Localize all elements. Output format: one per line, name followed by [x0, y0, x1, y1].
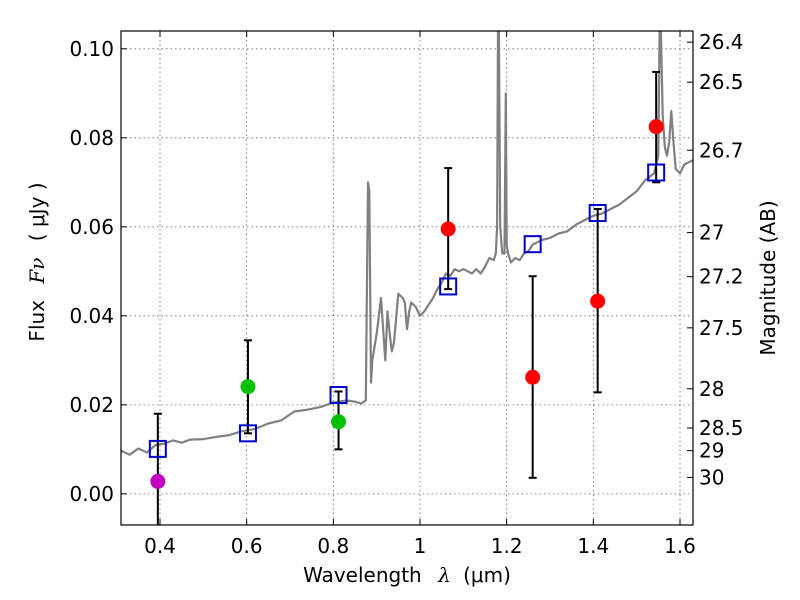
- y2-tick-label-4: 27.2: [699, 265, 744, 289]
- y-tick-label-2: 0.04: [69, 304, 114, 328]
- y2-tick-label-6: 28: [699, 377, 724, 401]
- plot-area: [121, 31, 693, 525]
- x-tick-label-3: 1: [414, 534, 427, 558]
- y2-axis-label: Magnitude (AB): [756, 200, 780, 355]
- y2-tick-label-1: 26.5: [699, 70, 744, 94]
- x-axis-label-unit: (μm): [463, 563, 511, 587]
- y2-tick-label-0: 26.4: [699, 30, 744, 54]
- x-tick-label-2: 0.8: [317, 534, 349, 558]
- y-axis-label-unit: ( μJy ): [25, 182, 49, 241]
- y2-tick-label-2: 26.7: [699, 138, 744, 162]
- x-tick-label-0: 0.4: [144, 534, 176, 558]
- y-axis-label-text: Flux: [25, 300, 49, 342]
- x-tick-label-6: 1.6: [664, 534, 696, 558]
- x-tick-label-5: 1.4: [577, 534, 609, 558]
- data-layer: [121, 31, 693, 525]
- model-band-square-5: [588, 204, 607, 223]
- y-tick-label-3: 0.06: [69, 215, 114, 239]
- x-axis-label: Wavelength λ (μm): [303, 563, 511, 587]
- observed-point-3: [440, 221, 456, 237]
- x-tick-label-1: 0.6: [231, 534, 263, 558]
- model-band-square-2: [329, 386, 348, 405]
- y2-tick-label-3: 27: [699, 221, 724, 245]
- observed-point-0: [150, 473, 166, 489]
- y2-tick-label-9: 30: [699, 465, 724, 489]
- grid: [121, 31, 693, 525]
- observed-point-5: [590, 293, 606, 309]
- y2-tick-label-7: 28.5: [699, 416, 744, 440]
- model-band-square-3: [439, 277, 458, 296]
- y2-tick-label-8: 29: [699, 439, 724, 463]
- y2-tick-label-5: 27.5: [699, 316, 744, 340]
- observed-point-6: [648, 119, 664, 135]
- model-spectrum-line: [121, 31, 693, 456]
- ticks: 0.4 0.6 0.8 1 1.2 1.4 1.6 0.00 0.02 0.04 0.06 0.08 0…: [69, 30, 743, 558]
- model-band-square-1: [238, 424, 257, 443]
- y-axis-label: Flux Fν ( μJy ): [25, 182, 49, 341]
- observed-point-2: [331, 414, 347, 430]
- plot-frame: [120, 30, 694, 526]
- observed-point-4: [525, 369, 541, 385]
- model-band-square-0: [148, 439, 167, 458]
- x-tick-label-4: 1.2: [491, 534, 523, 558]
- x-axis-label-symbol: λ: [437, 563, 451, 587]
- errorbar-0: [153, 412, 162, 525]
- model-band-square-6: [647, 163, 666, 182]
- model-band-square-4: [523, 235, 542, 254]
- y-axis-label-symbol: Fν: [25, 258, 49, 285]
- y-tick-label-5: 0.10: [69, 37, 114, 61]
- observed-point-1: [240, 379, 256, 395]
- y-tick-label-1: 0.02: [69, 393, 114, 417]
- y-tick-label-0: 0.00: [69, 482, 114, 506]
- x-axis-label-text: Wavelength: [303, 563, 422, 587]
- y-tick-label-4: 0.08: [69, 126, 114, 150]
